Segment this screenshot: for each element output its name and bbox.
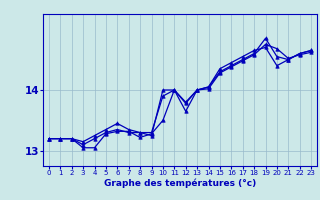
X-axis label: Graphe des températures (°c): Graphe des températures (°c) — [104, 179, 256, 188]
